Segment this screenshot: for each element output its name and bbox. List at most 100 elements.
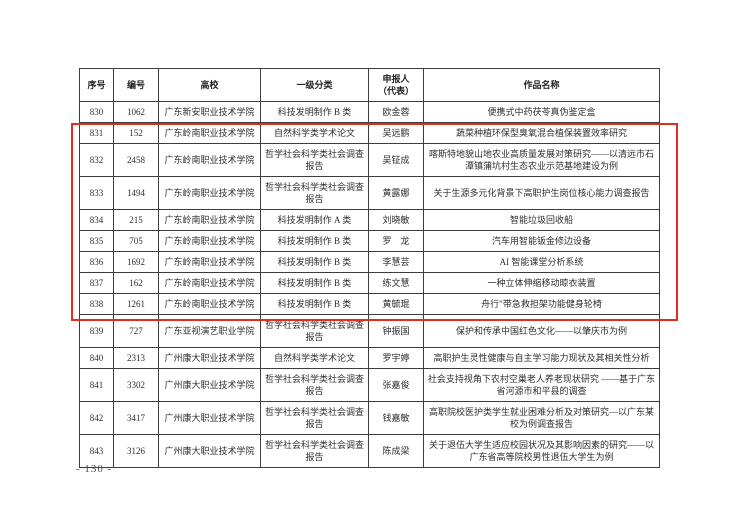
cell-category: 哲学社会科学类社会调查报告 [260,143,369,177]
cell-applicant: 刘晓敏 [368,209,424,231]
cell-applicant: 钟振国 [368,314,424,348]
cell-school: 广东岭南职业技术学院 [158,251,261,273]
cell-work: 舟行"带急救担架功能健身轮椅 [423,293,660,315]
cell-applicant: 黄毓琨 [368,293,424,315]
cell-seq: 831 [79,122,114,144]
cell-work: 高职院校医护类学生就业困难分析及对策研究—以广东某校为例调查报告 [423,401,660,435]
cell-category: 哲学社会科学类社会调查报告 [260,176,369,210]
table-row: 836 1692 广东岭南职业技术学院 科技发明制作 B 类李慧芸 AI 智能课堂分析系… [79,251,660,273]
cell-seq: 836 [79,251,114,273]
cell-school: 广东岭南职业技术学院 [158,293,261,315]
cell-code: 1261 [113,293,159,315]
cell-category: 哲学社会科学类社会调查报告 [260,401,369,435]
cell-school: 广东岭南职业技术学院 [158,122,261,144]
cell-school: 广州康大职业技术学院 [158,368,261,402]
cell-code: 3126 [113,434,159,468]
cell-seq: 835 [79,230,114,252]
table-row: 831 152 广东岭南职业技术学院 自然科学类学术论文 吴远鹏 蔬菜种植环保型臭氧混合植… [79,122,660,144]
cell-code: 2458 [113,143,159,177]
cell-category: 科技发明制作 B 类 [260,251,369,273]
cell-category: 自然科学类学术论文 [260,122,369,144]
cell-code: 3302 [113,368,159,402]
cell-seq: 837 [79,272,114,294]
cell-work: 喀斯特地貌山地农业高质量发展对策研究——以清远市石潭镇蒲坑村生态农业示范基地建设… [423,143,660,177]
cell-work: 社会支持视角下农村空巢老人养老现状研究 ——基于广东省河源市和平县的调查 [423,368,660,402]
cell-category: 科技发明制作 B 类 [260,272,369,294]
col-header-code: 编号 [113,68,159,102]
cell-category: 自然科学类学术论文 [260,347,369,369]
cell-applicant: 黄露娜 [368,176,424,210]
cell-seq: 834 [79,209,114,231]
cell-code: 1062 [113,101,159,123]
table-row: 841 3302 广州康大职业技术学院 哲学社会科学类社会调查报告 张嘉俊 社会支持视角下… [79,368,660,402]
cell-category: 哲学社会科学类社会调查报告 [260,434,369,468]
cell-applicant: 吴钲成 [368,143,424,177]
cell-code: 162 [113,272,159,294]
table-row: 842 3417 广州康大职业技术学院 哲学社会科学类社会调查报告 钱嘉敏 高职院校医护类… [79,401,660,435]
cell-category: 科技发明制作 A 类 [260,209,369,231]
cell-category: 科技发明制作 B 类 [260,230,369,252]
table-row: 834 215 广东岭南职业技术学院 科技发明制作 A 类刘晓敏 智能垃圾回收船 [79,209,660,231]
table-row: 838 1261 广东岭南职业技术学院 科技发明制作 B 类黄毓琨 舟行"带急救担架功能… [79,293,660,315]
table-row: 832 2458 广东岭南职业技术学院 哲学社会科学类社会调查报告 吴钲成 喀斯特地貌山地… [79,143,660,177]
cell-code: 705 [113,230,159,252]
cell-seq: 840 [79,347,114,369]
cell-work: 关于生源多元化背景下高职护生岗位核心能力调查报告 [423,176,660,210]
cell-work: 关于退伍大学生适应校园状况及其影响因素的研究——以广东省高等院校男性退伍大学生为… [423,434,660,468]
cell-work: 便携式中药茯苓真伪鉴定盒 [423,101,660,123]
cell-school: 广东岭南职业技术学院 [158,230,261,252]
cell-applicant: 罗 龙 [368,230,424,252]
cell-school: 广东岭南职业技术学院 [158,209,261,231]
cell-school: 广州康大职业技术学院 [158,401,261,435]
cell-applicant: 练文慧 [368,272,424,294]
cell-seq: 830 [79,101,114,123]
cell-seq: 842 [79,401,114,435]
cell-seq: 839 [79,314,114,348]
cell-applicant: 吴远鹏 [368,122,424,144]
table-body: 830 1062 广东新安职业技术学院 科技发明制作 B 类欧金蓉 便携式中药茯苓真伪鉴… [79,101,660,468]
cell-seq: 833 [79,176,114,210]
cell-applicant: 李慧芸 [368,251,424,273]
col-header-work: 作品名称 [423,68,660,102]
table-row: 840 2313 广州康大职业技术学院 自然科学类学术论文 罗宇婷 高职护生灵性健康与自主… [79,347,660,369]
table-row: 835 705 广东岭南职业技术学院 科技发明制作 B 类罗 龙汽车用智能钣金修边设备 [79,230,660,252]
cell-code: 1494 [113,176,159,210]
cell-code: 152 [113,122,159,144]
cell-code: 1692 [113,251,159,273]
cell-applicant: 钱嘉敏 [368,401,424,435]
col-header-school: 高校 [158,68,261,102]
cell-code: 215 [113,209,159,231]
cell-code: 2313 [113,347,159,369]
cell-work: 蔬菜种植环保型臭氧混合植保装置效率研究 [423,122,660,144]
cell-seq: 832 [79,143,114,177]
cell-school: 广东岭南职业技术学院 [158,176,261,210]
cell-seq: 838 [79,293,114,315]
cell-category: 科技发明制作 B 类 [260,101,369,123]
cell-category: 哲学社会科学类社会调查报告 [260,314,369,348]
cell-work: 高职护生灵性健康与自主学习能力现状及其相关性分析 [423,347,660,369]
cell-category: 哲学社会科学类社会调查报告 [260,368,369,402]
cell-applicant: 张嘉俊 [368,368,424,402]
cell-school: 广东亚视演艺职业学院 [158,314,261,348]
cell-category: 科技发明制作 B 类 [260,293,369,315]
table-row: 839 727 广东亚视演艺职业学院 哲学社会科学类社会调查报告 钟振国 保护和传承中国红… [79,314,660,348]
cell-work: 智能垃圾回收船 [423,209,660,231]
col-header-applicant: 申报人 （代表） [368,68,424,102]
cell-school: 广东岭南职业技术学院 [158,272,261,294]
col-header-category: 一级分类 [260,68,369,102]
cell-school: 广州康大职业技术学院 [158,434,261,468]
cell-code: 3417 [113,401,159,435]
table-header-row: 序号 编号 高校 一级分类 申报人 （代表） 作品名称 [79,68,660,102]
cell-school: 广东新安职业技术学院 [158,101,261,123]
cell-applicant: 陈成梁 [368,434,424,468]
page-number: - 130 - [76,463,113,475]
cell-code: 727 [113,314,159,348]
table-row: 833 1494 广东岭南职业技术学院 哲学社会科学类社会调查报告 黄露娜 关于生源多元化… [79,176,660,210]
table-row: 830 1062 广东新安职业技术学院 科技发明制作 B 类欧金蓉 便携式中药茯苓真伪鉴… [79,101,660,123]
cell-applicant: 欧金蓉 [368,101,424,123]
col-header-seq: 序号 [79,68,114,102]
cell-seq: 841 [79,368,114,402]
table-row: 843 3126 广州康大职业技术学院 哲学社会科学类社会调查报告 陈成梁 关于退伍大学生… [79,434,660,468]
cell-work: 一种立体伸缩移动晾衣装置 [423,272,660,294]
